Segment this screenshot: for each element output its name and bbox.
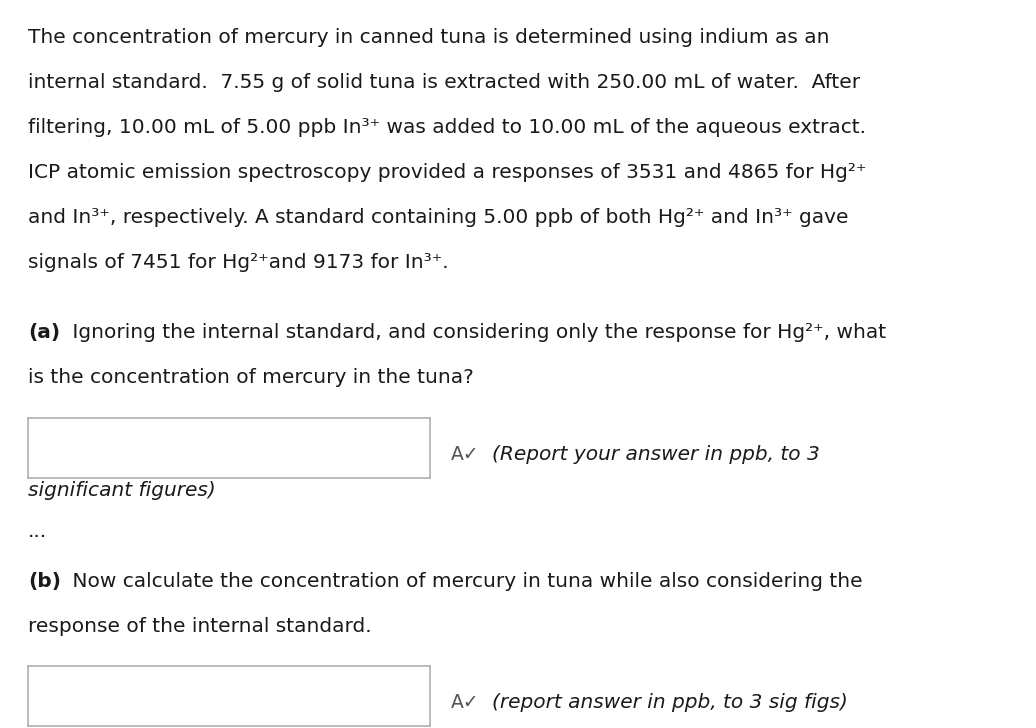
Text: (b): (b) xyxy=(28,571,61,590)
Text: Ignoring the internal standard, and considering only the response for Hg²⁺, what: Ignoring the internal standard, and cons… xyxy=(66,323,887,342)
Text: A✓: A✓ xyxy=(451,445,480,464)
Text: Now calculate the concentration of mercury in tuna while also considering the: Now calculate the concentration of mercu… xyxy=(66,571,863,590)
Text: (Report your answer in ppb, to 3: (Report your answer in ppb, to 3 xyxy=(492,445,819,464)
Text: (report answer in ppb, to 3 sig figs): (report answer in ppb, to 3 sig figs) xyxy=(492,693,848,712)
Text: significant figures): significant figures) xyxy=(28,481,215,500)
Text: and In³⁺, respectively. A standard containing 5.00 ppb of both Hg²⁺ and In³⁺ gav: and In³⁺, respectively. A standard conta… xyxy=(28,208,848,227)
Text: filtering, 10.00 mL of 5.00 ppb In³⁺ was added to 10.00 mL of the aqueous extrac: filtering, 10.00 mL of 5.00 ppb In³⁺ was… xyxy=(28,118,866,137)
Text: (a): (a) xyxy=(28,323,60,342)
Text: ICP atomic emission spectroscopy provided a responses of 3531 and 4865 for Hg²⁺: ICP atomic emission spectroscopy provide… xyxy=(28,163,866,182)
Text: The concentration of mercury in canned tuna is determined using indium as an: The concentration of mercury in canned t… xyxy=(28,28,830,47)
Text: response of the internal standard.: response of the internal standard. xyxy=(28,617,372,636)
Text: signals of 7451 for Hg²⁺and 9173 for In³⁺.: signals of 7451 for Hg²⁺and 9173 for In³… xyxy=(28,253,449,272)
Text: internal standard.  7.55 g of solid tuna is extracted with 250.00 mL of water.  : internal standard. 7.55 g of solid tuna … xyxy=(28,73,860,92)
Text: ...: ... xyxy=(28,522,47,541)
Text: A✓: A✓ xyxy=(451,693,480,712)
Text: is the concentration of mercury in the tuna?: is the concentration of mercury in the t… xyxy=(28,368,473,387)
